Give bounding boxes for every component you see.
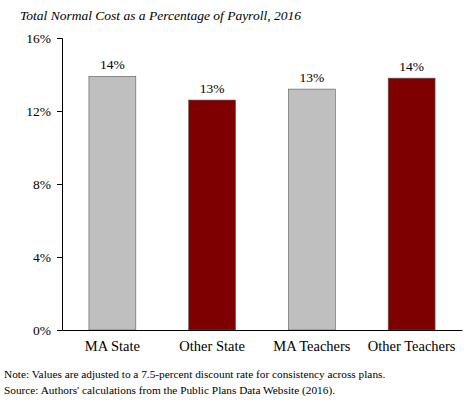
y-tick-label: 4% — [33, 250, 51, 265]
data-label: 13% — [200, 81, 225, 96]
y-tick: 12% — [26, 104, 62, 119]
x-axis: MA State Other State MA Teachers Other Teac… — [63, 331, 463, 355]
bar — [189, 100, 236, 330]
x-tick: Other Teachers — [368, 338, 456, 354]
y-tick: 8% — [33, 177, 62, 192]
x-tick-label: MA State — [85, 338, 140, 354]
annotation: Source: Authors' calculations from the P… — [4, 384, 335, 397]
x-tick-label: Other State — [179, 338, 245, 354]
y-tick-mark — [57, 38, 62, 39]
x-tick-label: MA Teachers — [273, 338, 351, 354]
bars — [89, 76, 435, 330]
x-tick: MA State — [85, 338, 140, 354]
y-axis-line — [57, 39, 63, 331]
x-axis-line — [63, 330, 463, 331]
y-tick-label: 0% — [33, 323, 51, 338]
annotation: Note: Values are adjusted to a 7.5-perce… — [4, 368, 385, 380]
y-tick-mark — [57, 330, 62, 331]
y-tick: 16% — [26, 31, 62, 46]
title: Total Normal Cost as a Percentage of Pay… — [20, 8, 301, 23]
y-tick-mark — [57, 257, 62, 258]
bar — [89, 76, 136, 330]
data-label: 14% — [100, 57, 125, 72]
y-tick-label: 8% — [33, 177, 51, 192]
y-tick-mark — [57, 184, 62, 185]
y-tick-mark — [57, 111, 62, 112]
data-label: 13% — [300, 70, 325, 85]
data-label: 14% — [399, 59, 424, 74]
y-tick-label: 12% — [26, 104, 51, 119]
y-tick: 4% — [33, 250, 62, 265]
y-axis: 0% 4% 8% 12% 16% — [26, 31, 62, 338]
y-tick: 0% — [33, 323, 62, 338]
bar — [288, 89, 335, 330]
x-tick: Other State — [179, 338, 245, 354]
x-tick: MA Teachers — [273, 338, 351, 354]
data-labels: 14% 13% 13% 14% — [100, 57, 424, 96]
chart: Total Normal Cost as a Percentage of Pay… — [0, 0, 474, 410]
bar — [388, 78, 435, 330]
x-tick-label: Other Teachers — [368, 338, 456, 354]
y-tick-label: 16% — [26, 31, 51, 46]
